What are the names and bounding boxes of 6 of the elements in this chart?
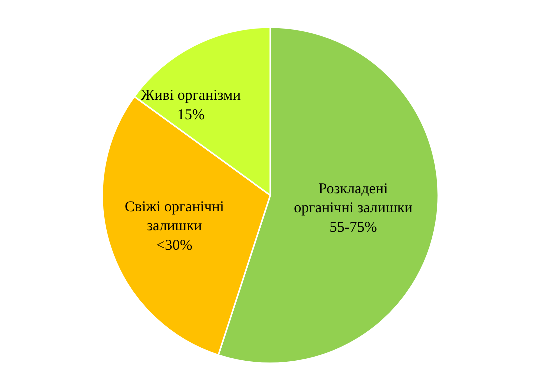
slice-label: Розкладені органічні залишки [294,181,413,217]
data-label: 55-75% [330,220,378,236]
slice-label: Свіжі органічні залишки [124,199,224,235]
slice-label: Живі організми [141,88,242,104]
data-label: 15% [177,107,205,124]
data-label: <30% [156,238,193,254]
